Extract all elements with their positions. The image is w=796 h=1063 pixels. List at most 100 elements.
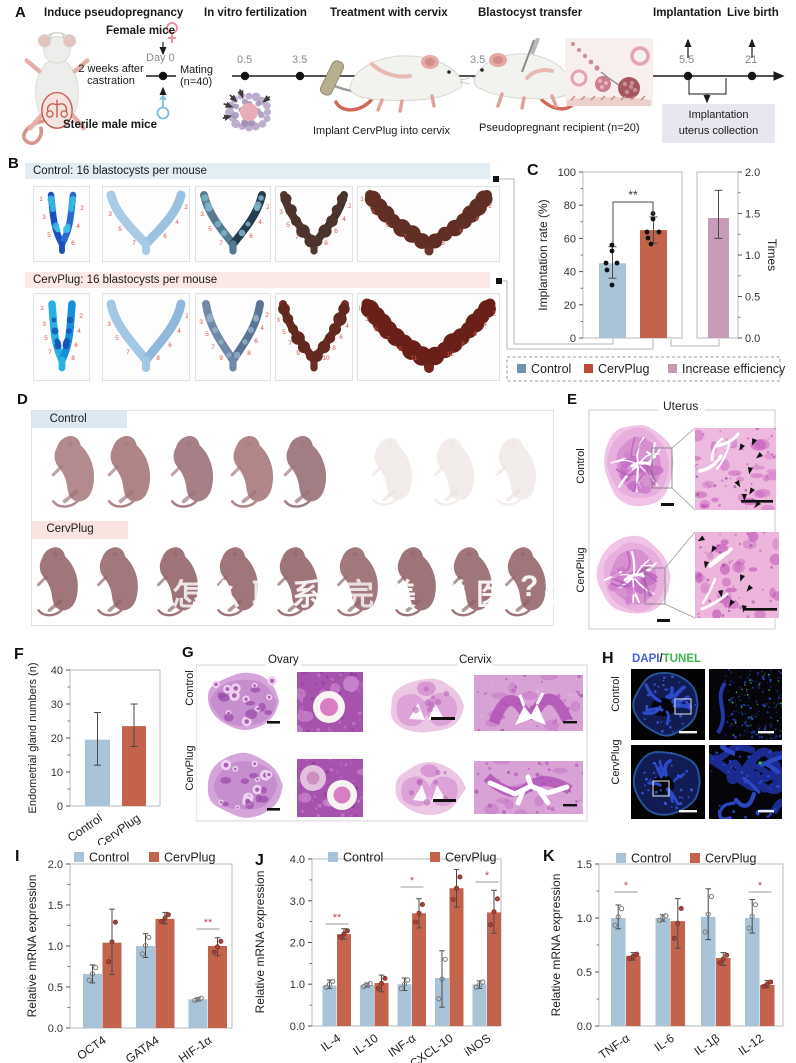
svg-text:CervPlug: CervPlug [94, 811, 142, 845]
svg-text:7: 7 [295, 234, 299, 241]
svg-text:Endometrial gland numbers (n): Endometrial gland numbers (n) [27, 662, 39, 813]
svg-text:7: 7 [386, 336, 390, 343]
svg-text:IL-1β: IL-1β [692, 1031, 723, 1058]
svg-text:9: 9 [219, 355, 223, 362]
svg-text:2.0: 2.0 [48, 859, 63, 871]
svg-text:8: 8 [441, 240, 445, 247]
svg-text:4: 4 [345, 323, 349, 330]
svg-text:I: I [15, 848, 19, 865]
svg-text:100: 100 [558, 167, 576, 179]
svg-text:5: 5 [118, 226, 122, 233]
svg-text:3: 3 [199, 319, 203, 326]
svg-text:6: 6 [71, 240, 75, 247]
svg-text:*: * [410, 875, 415, 887]
svg-text:10: 10 [51, 767, 63, 779]
svg-text:5: 5 [47, 232, 51, 239]
svg-text:5: 5 [208, 226, 212, 233]
svg-text:2: 2 [80, 205, 84, 212]
svg-text:0: 0 [570, 333, 576, 345]
svg-text:8: 8 [324, 240, 328, 247]
svg-text:Relative mRNA expression: Relative mRNA expression [549, 874, 563, 1017]
svg-text:7: 7 [132, 240, 136, 247]
svg-text:4: 4 [258, 219, 262, 226]
svg-text:7: 7 [219, 240, 223, 247]
svg-text:7: 7 [288, 340, 292, 347]
svg-text:7: 7 [48, 349, 52, 356]
svg-text:Control: Control [343, 851, 383, 865]
svg-text:TNF-α: TNF-α [596, 1031, 632, 1062]
svg-text:IL-4: IL-4 [318, 1031, 343, 1055]
svg-text:0.0: 0.0 [577, 1021, 592, 1033]
svg-text:2.0: 2.0 [290, 938, 305, 950]
svg-text:0.0: 0.0 [745, 333, 760, 345]
svg-text:1.0: 1.0 [290, 979, 305, 991]
svg-text:11: 11 [411, 355, 418, 362]
svg-text:10: 10 [322, 355, 330, 362]
svg-text:60: 60 [564, 233, 576, 245]
svg-text:5: 5 [44, 335, 48, 342]
svg-text:3: 3 [277, 317, 280, 324]
svg-text:7: 7 [211, 344, 215, 351]
svg-text:9: 9 [398, 346, 402, 353]
svg-text:7: 7 [403, 234, 407, 241]
svg-text:1.5: 1.5 [577, 859, 592, 871]
svg-text:3: 3 [42, 214, 46, 221]
svg-text:CervPlug: CervPlug [705, 852, 756, 866]
svg-text:8: 8 [247, 350, 251, 357]
svg-text:GATA4: GATA4 [123, 1033, 162, 1063]
svg-text:10: 10 [446, 351, 454, 358]
svg-text:6: 6 [339, 334, 343, 341]
svg-text:0.5: 0.5 [577, 967, 592, 979]
svg-text:80: 80 [564, 200, 576, 212]
svg-text:**: ** [333, 912, 342, 924]
svg-text:2: 2 [492, 311, 496, 318]
svg-text:C: C [527, 162, 539, 179]
svg-text:6: 6 [163, 233, 167, 240]
svg-text:Control: Control [531, 362, 571, 376]
svg-text:3: 3 [108, 211, 112, 218]
svg-text:Relative mRNA expression: Relative mRNA expression [25, 875, 39, 1018]
svg-text:7: 7 [126, 349, 130, 356]
svg-text:9: 9 [296, 350, 300, 357]
svg-text:8: 8 [71, 355, 75, 362]
svg-text:J: J [255, 852, 264, 869]
svg-text:2: 2 [266, 204, 269, 211]
svg-text:2: 2 [185, 313, 188, 320]
svg-text:2.0: 2.0 [745, 167, 760, 179]
svg-text:4: 4 [177, 328, 181, 335]
svg-text:1.5: 1.5 [745, 209, 760, 221]
svg-text:8: 8 [461, 341, 465, 348]
svg-text:3: 3 [279, 209, 283, 216]
svg-text:1.0: 1.0 [48, 941, 63, 953]
svg-text:3: 3 [371, 209, 375, 216]
svg-text:K: K [543, 848, 555, 865]
svg-text:CervPlug: CervPlug [445, 851, 496, 865]
svg-text:2: 2 [79, 313, 83, 320]
svg-text:Relative mRNA expression: Relative mRNA expression [253, 871, 267, 1014]
svg-text:1.0: 1.0 [577, 913, 592, 925]
svg-text:4: 4 [342, 216, 346, 223]
svg-text:1: 1 [360, 196, 364, 203]
svg-text:6: 6 [74, 342, 78, 349]
svg-text:6: 6 [459, 228, 463, 235]
svg-text:1.0: 1.0 [745, 250, 760, 262]
svg-text:3: 3 [365, 316, 369, 323]
svg-text:Control: Control [89, 851, 129, 865]
svg-text:40: 40 [51, 665, 63, 677]
svg-text:0.0: 0.0 [290, 1021, 305, 1033]
svg-text:20: 20 [51, 733, 63, 745]
svg-text:OCT4: OCT4 [74, 1033, 109, 1063]
svg-text:0.0: 0.0 [48, 1023, 63, 1035]
svg-text:3.0: 3.0 [290, 896, 305, 908]
svg-text:2: 2 [488, 203, 492, 210]
svg-text:2: 2 [265, 312, 269, 319]
svg-text:6: 6 [334, 228, 338, 235]
svg-text:**: ** [204, 917, 213, 929]
svg-text:5: 5 [286, 222, 290, 229]
svg-text:IL-10: IL-10 [350, 1031, 381, 1058]
svg-text:8: 8 [332, 345, 336, 352]
svg-text:1: 1 [40, 305, 44, 312]
svg-text:1: 1 [39, 196, 43, 203]
svg-text:4: 4 [483, 321, 487, 328]
svg-text:40: 40 [564, 267, 576, 279]
